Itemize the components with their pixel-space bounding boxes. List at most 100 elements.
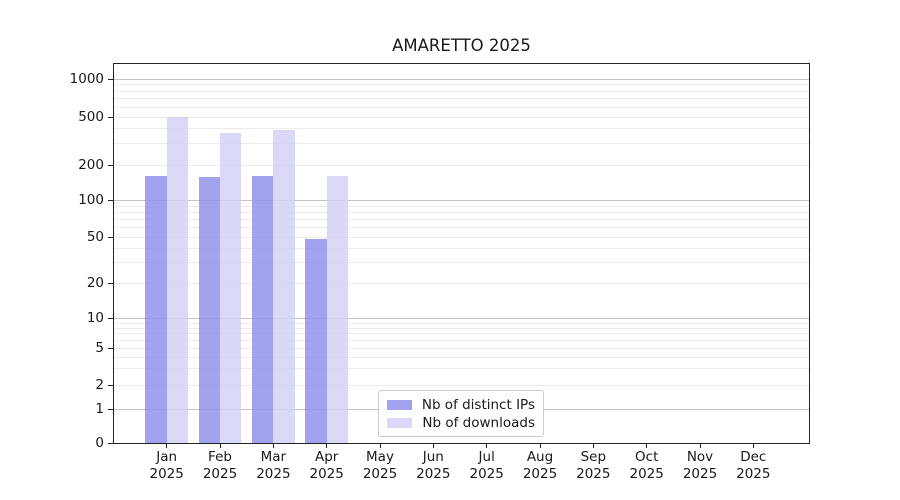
x-tick-mark	[539, 444, 541, 448]
x-tick-month: Apr	[315, 449, 339, 465]
bar-downloads-feb	[220, 133, 242, 444]
gridline-minor	[114, 247, 809, 249]
x-tick-year: 2025	[149, 465, 184, 482]
x-tick-mark	[379, 444, 381, 448]
x-tick-mark	[219, 444, 221, 448]
gridline-minor	[114, 283, 809, 284]
gridline-minor	[114, 384, 809, 386]
x-tick-month: Mar	[260, 449, 287, 465]
x-tick-mark	[699, 444, 701, 448]
x-tick-label: Jun 2025	[393, 449, 473, 482]
x-tick-label: May 2025	[340, 449, 420, 482]
x-tick-label: Jul 2025	[447, 449, 527, 482]
y-tick-mark	[108, 348, 113, 349]
x-tick-month: Oct	[635, 449, 659, 465]
legend-swatch-distinct-ips	[387, 400, 412, 410]
gridline-minor	[114, 84, 809, 86]
x-tick-label: Mar 2025	[233, 449, 313, 482]
x-tick-month: Jul	[478, 449, 495, 465]
x-tick-year: 2025	[469, 465, 504, 482]
x-tick-month: May	[366, 449, 394, 465]
x-tick-mark	[166, 444, 168, 448]
y-tick-mark	[108, 78, 113, 80]
y-tick-label: 10	[86, 310, 104, 326]
y-tick-label: 100	[78, 192, 104, 208]
gridline-minor	[114, 340, 809, 342]
gridline-major	[114, 318, 809, 319]
gridline-major	[114, 200, 809, 201]
y-tick-label: 1000	[69, 70, 104, 87]
gridline-minor	[114, 236, 809, 238]
x-tick-label: Jan 2025	[127, 449, 207, 482]
gridline-minor	[114, 143, 809, 145]
x-tick-label: Feb 2025	[180, 449, 260, 482]
bar-distinct-ips-mar	[252, 175, 274, 444]
bar-distinct-ips-feb	[198, 176, 220, 444]
chart-title: AMARETTO 2025	[392, 36, 531, 55]
x-tick-year: 2025	[629, 465, 664, 482]
bar-downloads-jan	[166, 117, 188, 444]
x-tick-mark	[592, 444, 594, 448]
y-tick-mark	[108, 443, 113, 444]
gridline-minor	[114, 368, 809, 370]
x-tick-month: Feb	[208, 449, 232, 465]
x-tick-mark	[326, 444, 328, 448]
x-tick-year: 2025	[202, 465, 238, 482]
gridline-minor	[114, 106, 809, 108]
x-tick-year: 2025	[576, 465, 611, 482]
x-tick-month: Dec	[740, 449, 767, 465]
x-tick-label: Apr 2025	[287, 449, 367, 482]
y-tick-label: 20	[86, 275, 104, 291]
x-tick-label: Sep 2025	[553, 449, 633, 482]
y-tick-mark	[108, 318, 113, 319]
gridline-minor	[114, 348, 809, 349]
legend-label-downloads: Nb of downloads	[422, 415, 535, 431]
y-tick-label: 50	[86, 228, 104, 245]
y-tick-mark	[108, 384, 113, 386]
gridline-minor	[114, 322, 809, 324]
x-tick-mark	[752, 444, 754, 448]
gridline-minor	[114, 90, 809, 92]
gridline-minor	[114, 262, 809, 264]
x-tick-year: 2025	[682, 465, 718, 482]
x-tick-year: 2025	[736, 465, 771, 482]
legend-item-distinct-ips: Nb of distinct IPs	[387, 396, 535, 414]
legend-item-downloads: Nb of downloads	[387, 414, 535, 432]
gridline-minor	[114, 116, 809, 118]
gridline-minor	[114, 98, 809, 100]
bar-downloads-apr	[326, 175, 348, 444]
legend-swatch-downloads	[387, 418, 413, 428]
x-tick-month: Sep	[580, 449, 607, 465]
y-tick-label: 5	[95, 340, 104, 356]
x-tick-year: 2025	[362, 465, 398, 482]
y-tick-label: 2	[95, 376, 104, 393]
x-tick-month: Jan	[156, 449, 178, 465]
legend: Nb of distinct IPs Nb of downloads	[378, 390, 544, 437]
x-tick-mark	[646, 444, 648, 448]
gridline-minor	[114, 226, 809, 228]
gridline-minor	[114, 327, 809, 329]
x-tick-year: 2025	[256, 465, 291, 482]
bar-distinct-ips-apr	[305, 238, 327, 444]
y-tick-mark	[108, 164, 113, 166]
x-tick-year: 2025	[522, 465, 558, 482]
y-tick-label: 200	[78, 156, 104, 173]
y-tick-label: 1	[95, 400, 104, 417]
bar-distinct-ips-jan	[145, 175, 167, 444]
x-tick-year: 2025	[309, 465, 344, 482]
x-tick-mark	[486, 444, 488, 448]
gridline-minor	[114, 164, 809, 166]
y-tick-mark	[108, 283, 113, 284]
gridline-minor	[114, 218, 809, 220]
gridline-minor	[114, 128, 809, 130]
y-tick-mark	[108, 200, 113, 201]
gridline-minor	[114, 333, 809, 335]
x-tick-label: Dec 2025	[713, 449, 793, 482]
y-tick-mark	[108, 116, 113, 118]
gridline-major	[114, 78, 809, 80]
y-tick-mark	[108, 236, 113, 238]
y-tick-mark	[108, 408, 113, 410]
y-tick-label: 500	[78, 108, 104, 125]
x-tick-mark	[432, 444, 434, 448]
